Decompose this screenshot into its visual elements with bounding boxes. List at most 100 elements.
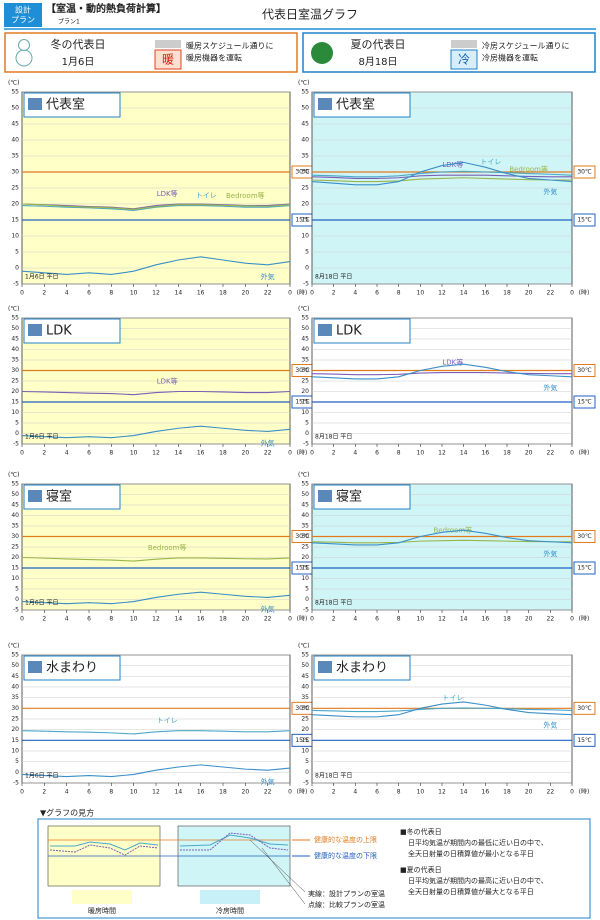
day-label: 8月18日 平日 — [315, 773, 352, 780]
x-tick-label: 2 — [42, 616, 46, 623]
reference-label: 15℃ — [295, 737, 310, 744]
x-tick-label: 8 — [397, 616, 401, 623]
y-tick-label: 55 — [301, 481, 309, 488]
x-unit: (時) — [297, 449, 308, 457]
y-tick-label: 10 — [11, 748, 19, 755]
y-tick-label: 30 — [301, 367, 309, 374]
y-tick-label: 45 — [301, 673, 309, 680]
y-tick-label: 25 — [11, 378, 19, 385]
reference-label: 30℃ — [577, 533, 592, 540]
x-tick-label: 12 — [152, 616, 160, 623]
series-line — [311, 707, 573, 713]
y-tick-label: 20 — [11, 201, 19, 208]
upper-label: 健康的な温度の上限 — [314, 835, 377, 844]
x-tick-label: 8 — [397, 290, 401, 297]
x-tick-label: 18 — [219, 450, 227, 457]
y-tick-label: 25 — [301, 544, 309, 551]
series-label: トイレ — [157, 717, 178, 725]
y-tick-label: 45 — [301, 336, 309, 343]
season-note: 冷房機器を運転 — [482, 53, 538, 63]
x-tick-label: 2 — [42, 450, 46, 457]
y-tick-label: 25 — [301, 185, 309, 192]
y-tick-label: 30 — [11, 367, 19, 374]
y-tick-label: 45 — [11, 336, 19, 343]
x-tick-label: 0 — [20, 616, 24, 623]
x-tick-label: 14 — [175, 450, 183, 457]
series-label: トイレ — [196, 192, 217, 200]
y-tick-label: 30 — [301, 533, 309, 540]
series-label: LDK等 — [157, 377, 178, 386]
y-tick-label: 50 — [301, 662, 309, 669]
y-tick-label: -5 — [303, 607, 309, 614]
y-tick-label: 55 — [11, 315, 19, 322]
series-label: Bedroom等 — [148, 543, 187, 552]
y-tick-label: -5 — [13, 607, 19, 614]
series-line — [21, 205, 291, 211]
x-tick-label: 10 — [417, 290, 425, 297]
series-label: 外気 — [261, 272, 275, 281]
y-tick-label: 0 — [15, 265, 19, 272]
x-tick-label: 0 — [570, 450, 574, 457]
room-icon — [318, 661, 332, 673]
snowman-icon — [18, 39, 30, 51]
y-tick-label: 0 — [305, 430, 309, 437]
badge-line: 設計 — [15, 5, 31, 15]
x-tick-label: 0 — [288, 616, 292, 623]
y-tick-label: 0 — [15, 769, 19, 776]
series-label: Bedroom等 — [433, 525, 472, 534]
reference-label: 15℃ — [295, 399, 310, 406]
ac-icon — [155, 40, 181, 48]
reference-label: 15℃ — [577, 217, 592, 224]
x-tick-label: 18 — [219, 616, 227, 623]
x-tick-label: 22 — [264, 450, 272, 457]
series-line — [21, 203, 291, 210]
y-unit: (℃) — [298, 472, 309, 479]
y-unit: (℃) — [8, 643, 19, 650]
day-label: 1月6日 平日 — [25, 773, 59, 780]
y-tick-label: 20 — [301, 554, 309, 561]
winter-def: 全天日射量の日積算値が最小となる平日 — [408, 849, 534, 858]
reference-label: 15℃ — [577, 737, 592, 744]
series-label: 外気 — [261, 438, 275, 447]
y-unit: (℃) — [298, 306, 309, 313]
x-tick-label: 0 — [20, 290, 24, 297]
y-tick-label: 40 — [11, 137, 19, 144]
y-tick-label: 35 — [301, 153, 309, 160]
y-tick-label: 0 — [305, 769, 309, 776]
winter-def-title: ■冬の代表日 — [400, 827, 442, 836]
watermelon-icon — [311, 42, 333, 64]
y-tick-label: 45 — [11, 502, 19, 509]
y-tick-label: 35 — [301, 523, 309, 530]
reference-label: 30℃ — [577, 169, 592, 176]
x-tick-label: 6 — [87, 450, 91, 457]
y-unit: (℃) — [298, 80, 309, 87]
chart-title: 代表室 — [336, 97, 375, 113]
x-tick-label: 10 — [130, 290, 138, 297]
solid-note: 実線：設計プランの室温 — [308, 889, 385, 898]
room-icon — [318, 324, 332, 336]
chart-title: LDK — [336, 324, 362, 339]
badge — [4, 3, 42, 27]
x-tick-label: 8 — [397, 789, 401, 796]
winter-box — [4, 32, 298, 73]
room-icon — [28, 490, 42, 502]
y-tick-label: 55 — [11, 652, 19, 659]
x-tick-label: 0 — [20, 450, 24, 457]
y-tick-label: 15 — [11, 737, 19, 744]
cooling-band — [200, 890, 260, 904]
y-tick-label: 20 — [11, 726, 19, 733]
x-tick-label: 20 — [525, 789, 533, 796]
x-tick-label: 2 — [332, 450, 336, 457]
cool-icon — [450, 49, 478, 70]
x-tick-label: 16 — [197, 616, 205, 623]
x-tick-label: 20 — [525, 616, 533, 623]
x-unit: (時) — [297, 289, 308, 297]
x-unit: (時) — [579, 615, 590, 623]
x-tick-label: 0 — [570, 290, 574, 297]
y-tick-label: 40 — [301, 684, 309, 691]
x-tick-label: 2 — [42, 290, 46, 297]
season-note: 冷房スケジュール通りに — [482, 41, 569, 51]
y-tick-label: 10 — [301, 233, 309, 240]
y-tick-label: 30 — [11, 705, 19, 712]
